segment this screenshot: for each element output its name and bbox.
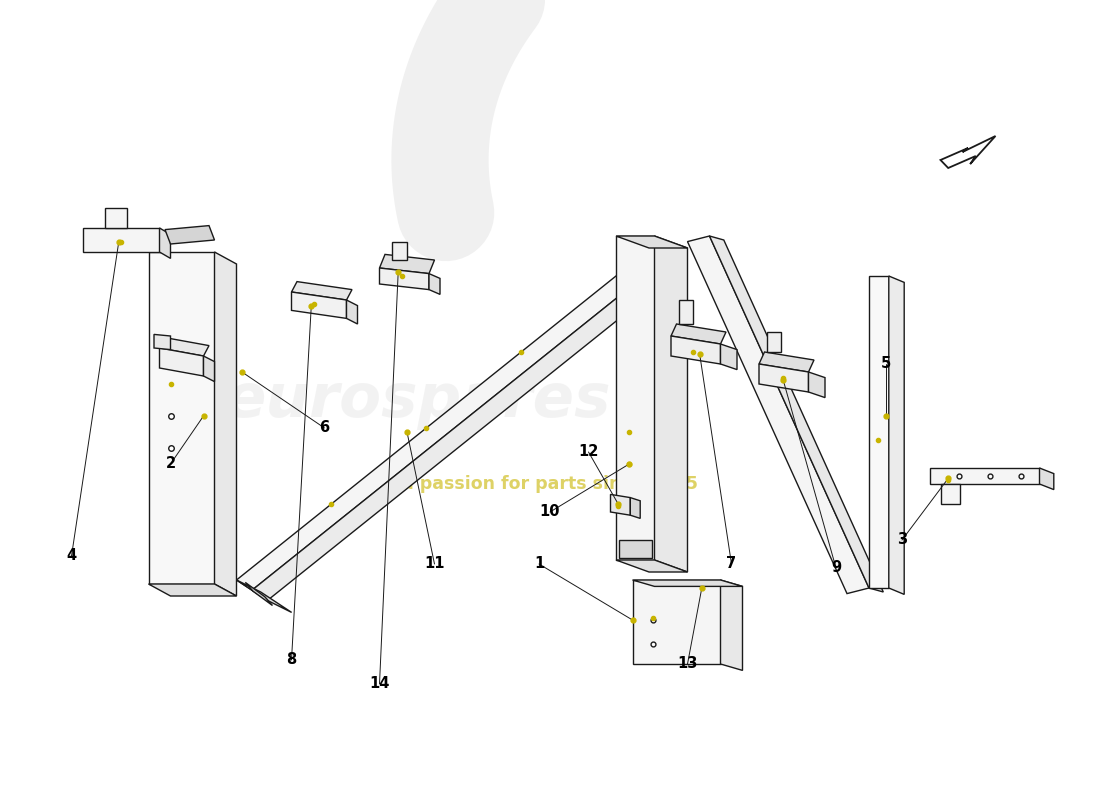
Polygon shape	[940, 484, 960, 504]
Polygon shape	[214, 252, 236, 596]
Polygon shape	[379, 268, 429, 290]
Polygon shape	[632, 580, 721, 664]
Polygon shape	[160, 338, 209, 356]
Polygon shape	[610, 494, 630, 515]
Text: eurospares: eurospares	[224, 370, 612, 430]
Polygon shape	[671, 324, 726, 344]
Polygon shape	[654, 236, 688, 572]
Polygon shape	[679, 300, 693, 324]
Polygon shape	[82, 228, 160, 252]
Polygon shape	[379, 254, 434, 274]
Polygon shape	[148, 584, 236, 596]
Polygon shape	[710, 236, 883, 592]
Polygon shape	[236, 276, 631, 590]
Polygon shape	[165, 226, 214, 244]
Polygon shape	[767, 332, 781, 352]
Polygon shape	[292, 292, 346, 318]
Polygon shape	[245, 582, 273, 606]
Text: 4: 4	[66, 549, 77, 563]
Polygon shape	[148, 252, 214, 584]
Polygon shape	[154, 334, 170, 350]
Polygon shape	[429, 274, 440, 294]
Polygon shape	[889, 276, 904, 594]
Polygon shape	[616, 560, 688, 572]
Text: 7: 7	[726, 557, 737, 571]
Polygon shape	[671, 336, 720, 364]
Polygon shape	[392, 242, 407, 260]
Text: 9: 9	[830, 561, 842, 575]
Text: 12: 12	[579, 445, 598, 459]
Text: 3: 3	[896, 533, 907, 547]
Polygon shape	[720, 344, 737, 370]
Polygon shape	[759, 364, 808, 392]
Text: 6: 6	[319, 421, 330, 435]
Polygon shape	[346, 300, 358, 324]
Polygon shape	[619, 540, 652, 558]
Polygon shape	[869, 276, 889, 588]
Text: 13: 13	[678, 657, 697, 671]
Polygon shape	[759, 352, 814, 372]
Text: a passion for parts since 1985: a passion for parts since 1985	[402, 475, 698, 493]
Polygon shape	[808, 372, 825, 398]
Text: 2: 2	[165, 457, 176, 471]
Polygon shape	[688, 236, 869, 594]
Polygon shape	[160, 228, 170, 258]
Text: 10: 10	[540, 505, 560, 519]
Polygon shape	[616, 236, 654, 560]
Text: 5: 5	[880, 357, 891, 371]
Text: 14: 14	[370, 677, 389, 691]
Polygon shape	[204, 356, 214, 382]
Polygon shape	[630, 498, 640, 518]
Text: 1: 1	[534, 557, 544, 571]
Polygon shape	[930, 468, 1040, 484]
Polygon shape	[632, 580, 743, 586]
Polygon shape	[104, 208, 126, 228]
Polygon shape	[1040, 468, 1054, 490]
Polygon shape	[236, 580, 292, 613]
Text: 8: 8	[286, 653, 297, 667]
Polygon shape	[720, 580, 742, 670]
Polygon shape	[292, 282, 352, 300]
Polygon shape	[616, 236, 688, 248]
Text: 11: 11	[425, 557, 444, 571]
Polygon shape	[252, 286, 647, 601]
Polygon shape	[160, 348, 204, 376]
